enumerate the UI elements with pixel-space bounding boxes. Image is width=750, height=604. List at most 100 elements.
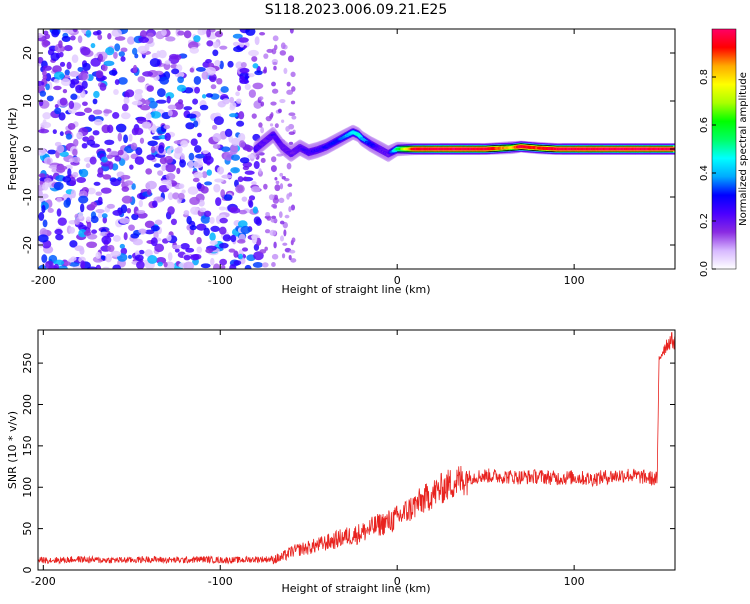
noise-speckle bbox=[170, 218, 177, 226]
noise-speckle bbox=[274, 176, 278, 181]
noise-speckle bbox=[147, 255, 158, 264]
noise-speckle bbox=[65, 29, 75, 34]
noise-speckle bbox=[120, 247, 128, 255]
noise-speckle bbox=[189, 67, 195, 73]
noise-speckle bbox=[260, 126, 265, 134]
noise-speckle bbox=[58, 112, 66, 121]
noise-speckle bbox=[271, 88, 279, 94]
noise-speckle bbox=[161, 29, 167, 37]
noise-speckle bbox=[68, 262, 80, 267]
noise-speckle bbox=[186, 216, 192, 225]
noise-speckle bbox=[146, 85, 154, 92]
noise-speckle bbox=[206, 29, 211, 38]
noise-speckle bbox=[85, 29, 92, 38]
noise-speckle bbox=[114, 155, 122, 162]
noise-speckle bbox=[243, 176, 248, 181]
snr-x-axis: -200 -100 0 100 bbox=[31, 330, 585, 588]
noise-speckle bbox=[83, 230, 92, 236]
noise-speckle bbox=[80, 46, 91, 56]
noise-speckle bbox=[101, 235, 112, 245]
noise-speckle bbox=[88, 114, 96, 122]
noise-speckle bbox=[290, 258, 297, 263]
noise-speckle bbox=[214, 30, 223, 38]
noise-speckle bbox=[268, 194, 275, 201]
noise-speckle bbox=[42, 65, 52, 71]
noise-speckle bbox=[271, 253, 279, 260]
noise-speckle bbox=[120, 112, 131, 120]
noise-speckle bbox=[68, 100, 75, 110]
spectrogram-x-axis-title: Height of straight line (km) bbox=[281, 283, 430, 296]
noise-speckle bbox=[106, 203, 115, 209]
noise-speckle bbox=[129, 164, 134, 170]
y-tick-label: 200 bbox=[21, 394, 34, 415]
noise-speckle bbox=[231, 154, 241, 161]
noise-speckle bbox=[199, 104, 209, 111]
noise-speckle bbox=[290, 71, 296, 78]
colorbar-gradient bbox=[711, 28, 737, 270]
noise-speckle bbox=[112, 235, 121, 242]
noise-speckle bbox=[161, 164, 166, 172]
noise-speckle bbox=[145, 113, 152, 120]
noise-speckle bbox=[213, 116, 224, 126]
noise-speckle bbox=[139, 137, 145, 144]
noise-speckle bbox=[59, 151, 69, 157]
noise-speckle bbox=[240, 62, 247, 68]
noise-speckle bbox=[233, 250, 239, 258]
noise-speckle bbox=[209, 216, 215, 224]
noise-speckle bbox=[155, 99, 167, 104]
noise-speckle bbox=[252, 82, 264, 90]
noise-speckle bbox=[281, 119, 285, 123]
noise-speckle bbox=[196, 246, 203, 254]
noise-speckle bbox=[114, 79, 120, 85]
ridge-edge-line bbox=[397, 143, 674, 147]
noise-speckle bbox=[291, 86, 296, 92]
noise-speckle bbox=[194, 145, 202, 153]
noise-speckle bbox=[144, 99, 151, 106]
noise-speckle bbox=[279, 172, 284, 177]
noise-speckle bbox=[164, 60, 171, 65]
noise-speckle bbox=[229, 101, 237, 109]
noise-speckle bbox=[38, 128, 50, 134]
noise-speckle bbox=[214, 59, 221, 67]
noise-speckle bbox=[115, 123, 127, 133]
noise-speckle bbox=[81, 101, 88, 107]
noise-speckle bbox=[123, 232, 128, 241]
noise-speckle bbox=[194, 86, 200, 94]
noise-speckle bbox=[61, 35, 71, 42]
noise-speckle bbox=[156, 88, 166, 98]
noise-speckle bbox=[85, 216, 92, 223]
noise-speckle bbox=[54, 107, 62, 115]
noise-speckle bbox=[286, 89, 294, 95]
noise-speckle bbox=[46, 158, 51, 165]
noise-speckle bbox=[236, 120, 245, 127]
colorbar-tick-label: 0.6 bbox=[699, 117, 710, 133]
noise-speckle bbox=[72, 156, 81, 163]
noise-speckle bbox=[150, 111, 162, 119]
noise-speckle bbox=[148, 100, 158, 109]
noise-speckle bbox=[95, 70, 104, 79]
noise-speckle bbox=[110, 250, 122, 257]
snr-panel: -200 -100 0 100 0 50 100 150 200 250 Height of s… bbox=[6, 329, 676, 595]
noise-speckle bbox=[279, 235, 285, 242]
noise-speckle bbox=[42, 219, 48, 228]
noise-speckle bbox=[120, 56, 126, 62]
noise-speckle bbox=[278, 211, 283, 219]
noise-speckle bbox=[217, 166, 225, 175]
noise-speckle bbox=[154, 70, 164, 76]
noise-speckle bbox=[212, 144, 221, 149]
noise-speckle bbox=[281, 175, 286, 180]
noise-speckle bbox=[167, 192, 174, 201]
noise-speckle bbox=[230, 167, 240, 174]
y-tick-label: 20 bbox=[21, 46, 34, 60]
noise-speckle bbox=[188, 152, 195, 161]
x-tick-label: -200 bbox=[31, 575, 56, 588]
noise-speckle bbox=[232, 41, 240, 47]
noise-speckle bbox=[51, 29, 60, 38]
noise-speckle bbox=[216, 77, 223, 85]
noise-speckle bbox=[163, 124, 171, 130]
noise-speckle bbox=[134, 53, 139, 59]
noise-speckle bbox=[271, 215, 277, 219]
noise-speckle bbox=[118, 51, 125, 57]
noise-speckle bbox=[212, 49, 219, 57]
